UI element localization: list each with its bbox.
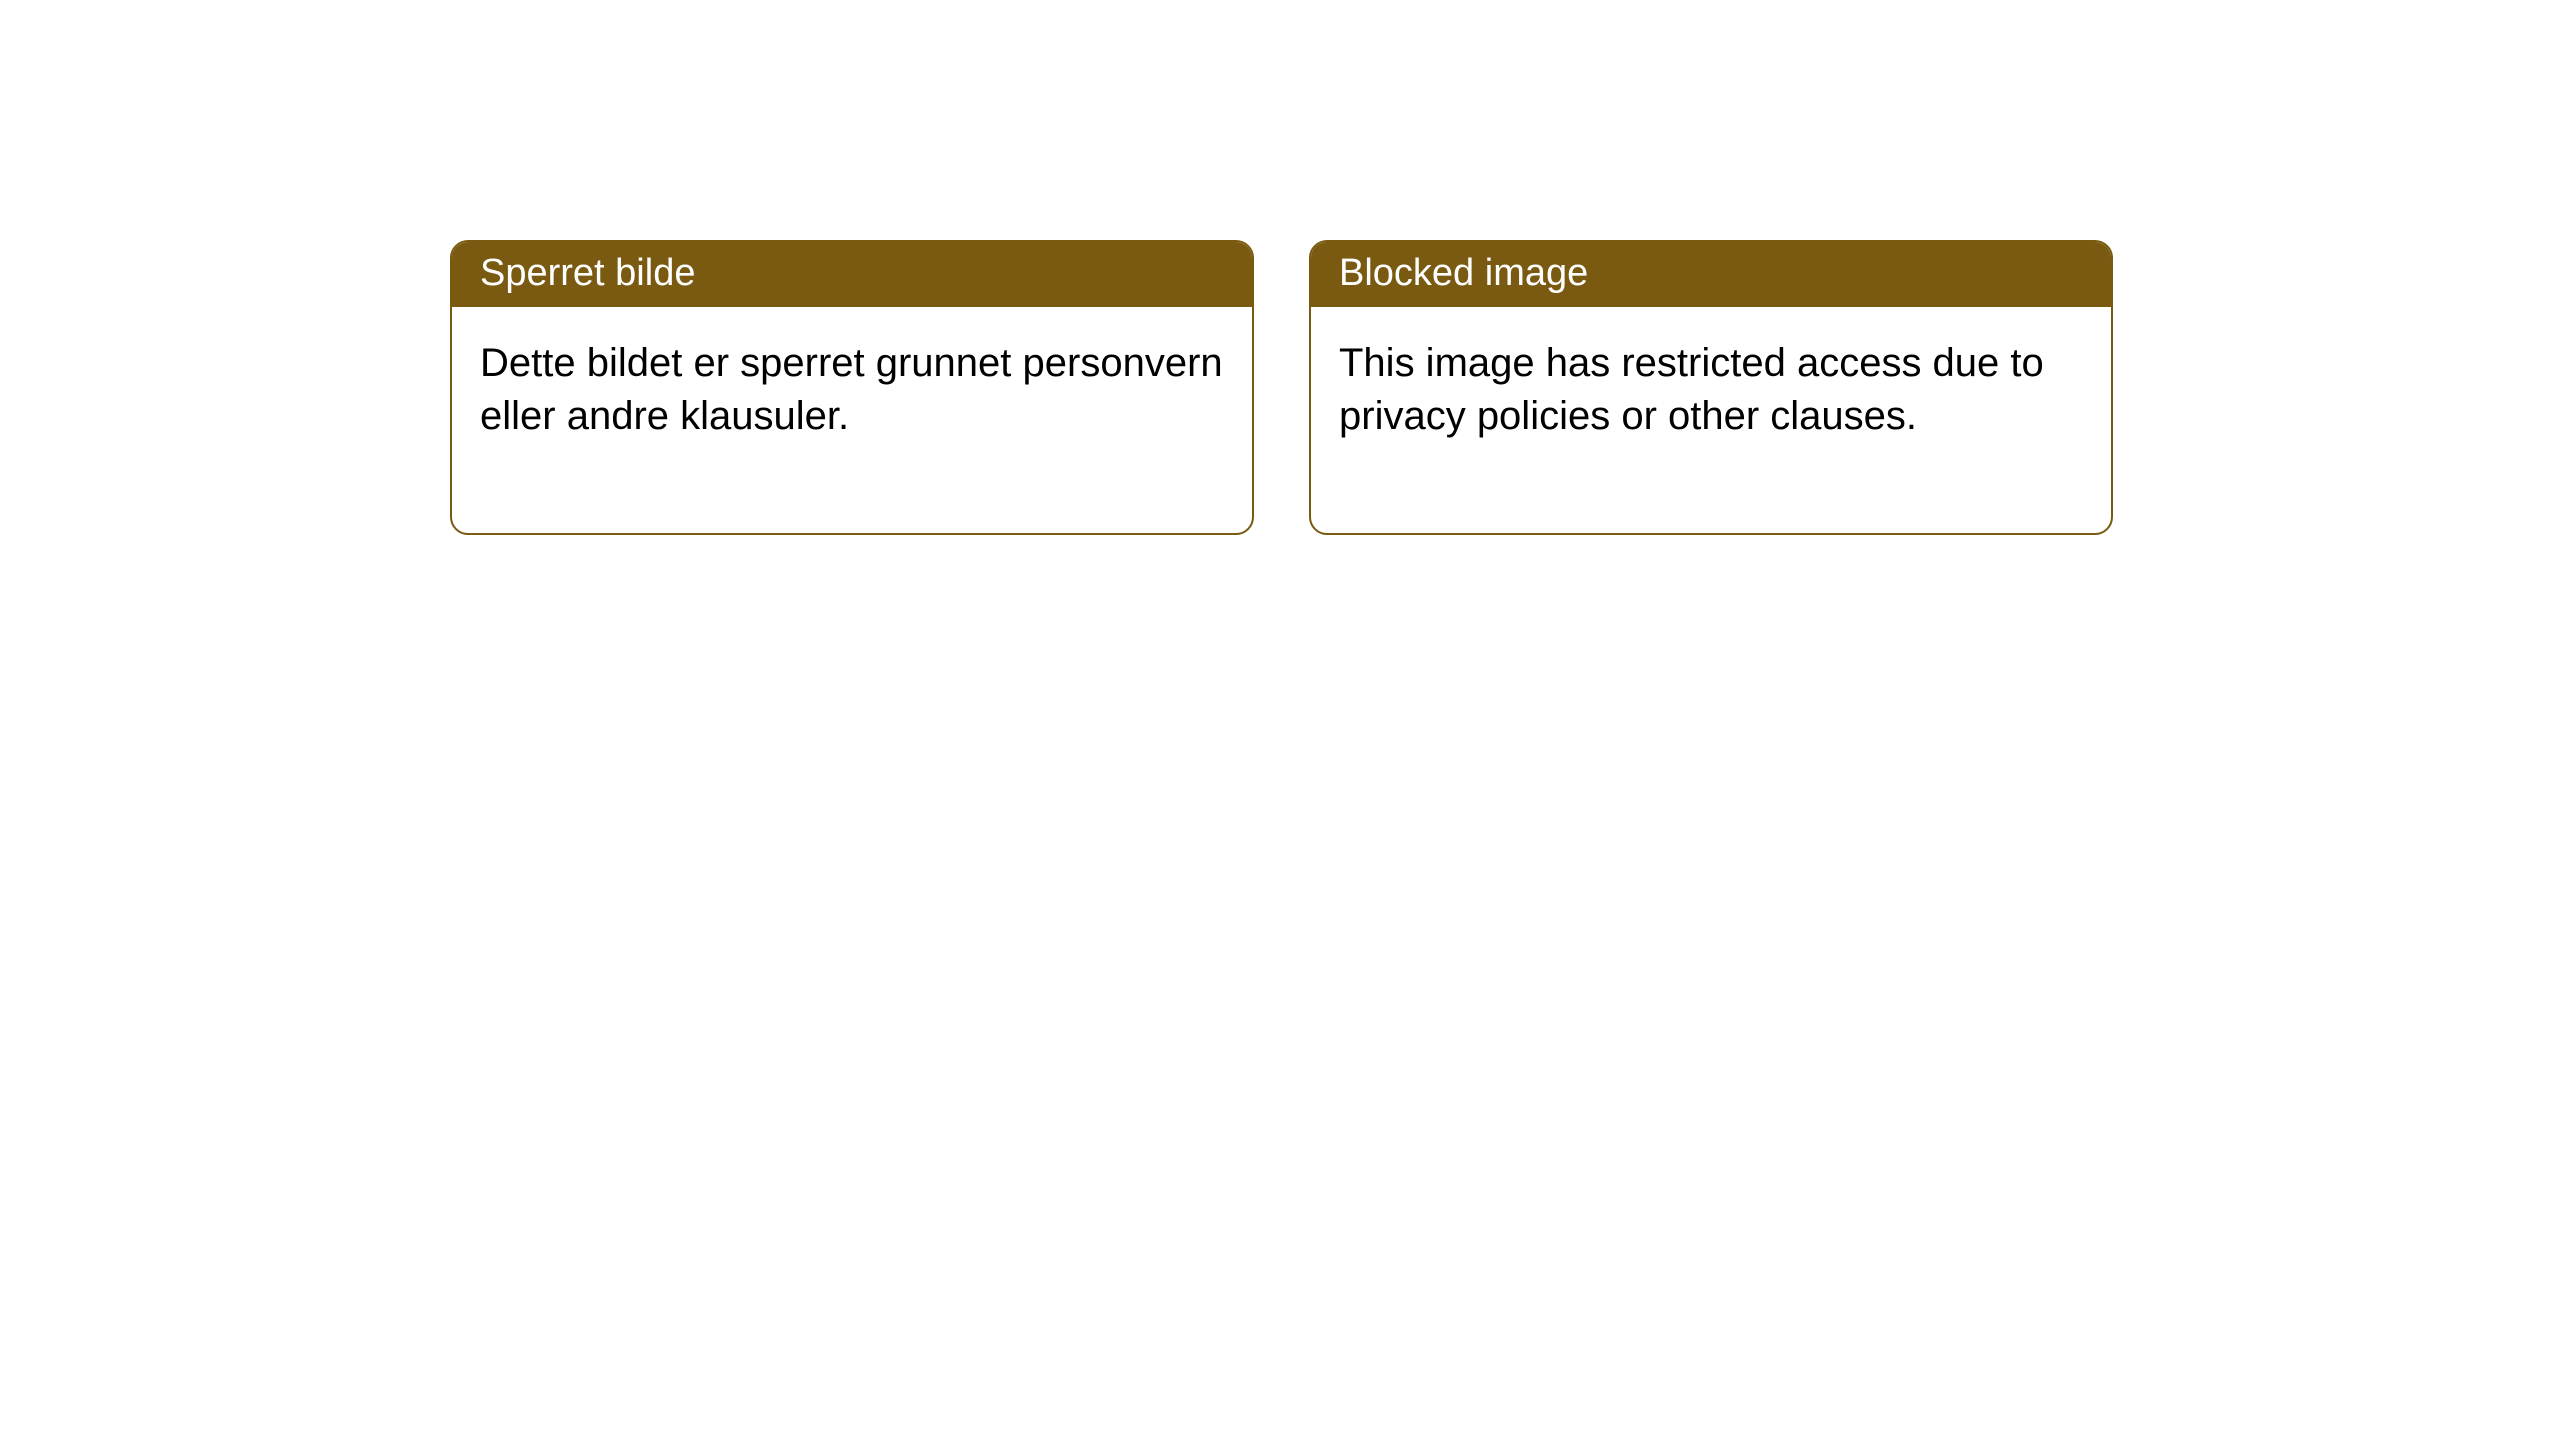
notice-header: Sperret bilde: [452, 242, 1252, 307]
notice-body-text: Dette bildet er sperret grunnet personve…: [480, 341, 1223, 438]
notice-card-english: Blocked image This image has restricted …: [1309, 240, 2113, 535]
notice-title: Blocked image: [1339, 252, 1588, 294]
notice-header: Blocked image: [1311, 242, 2111, 307]
notice-title: Sperret bilde: [480, 252, 695, 294]
notice-body: This image has restricted access due to …: [1311, 307, 2111, 533]
notice-card-norwegian: Sperret bilde Dette bildet er sperret gr…: [450, 240, 1254, 535]
notice-body-text: This image has restricted access due to …: [1339, 341, 2044, 438]
notice-container: Sperret bilde Dette bildet er sperret gr…: [450, 240, 2113, 535]
notice-body: Dette bildet er sperret grunnet personve…: [452, 307, 1252, 533]
